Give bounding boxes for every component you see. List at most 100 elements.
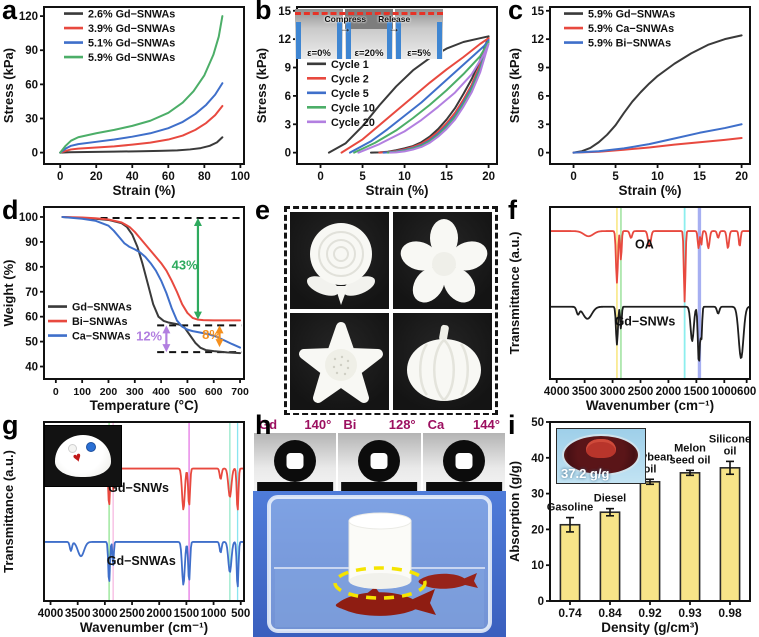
water-droplet — [274, 440, 317, 482]
highlight-band — [188, 422, 190, 601]
legend-label: 3.9% Gd−SNWAs — [88, 23, 175, 35]
x-tick-label: 20 — [90, 171, 103, 183]
blue-tape — [346, 22, 351, 59]
blue-tape — [387, 22, 392, 59]
droplet-reflection — [286, 453, 304, 469]
legend-label: Cycle 20 — [331, 117, 375, 129]
y-tick-label: 50 — [531, 417, 544, 429]
compress-label: Compress — [324, 14, 367, 24]
x-tick-label: 700 — [231, 386, 249, 398]
y-tick-label: 10 — [531, 560, 544, 572]
y-tick-label: 3 — [285, 119, 291, 131]
panel-label-i: i — [508, 410, 516, 440]
white-dot — [68, 444, 77, 453]
panel-label-g: g — [2, 410, 19, 440]
series-2.6% Gd−SNWAs — [59, 136, 224, 154]
legend-label: Cycle 2 — [331, 73, 369, 85]
y-tick-label: 0 — [285, 148, 291, 160]
series-5.9% Gd−SNWAs — [59, 15, 224, 154]
y-tick-label: 30 — [531, 489, 544, 501]
series-5.9% Gd−SNWAs — [572, 34, 743, 154]
highlight-band — [229, 422, 231, 601]
panel-i: Gasoline Diesel Soybean oil Melon seed oil Sil… — [506, 410, 759, 637]
x-axis-label: Wavenumber (cm⁻¹) — [586, 398, 714, 413]
highlight-band — [616, 207, 618, 379]
rose-shape — [306, 223, 376, 305]
strain-label-e0: ε=0% — [307, 48, 331, 59]
x-tick-label: 3500 — [572, 386, 598, 398]
bar-0.93 — [679, 472, 701, 602]
y-axis-label: Weight (%) — [1, 260, 16, 327]
x-tick-label: 500 — [231, 608, 250, 620]
oil-soaked-foam — [586, 439, 616, 458]
x-tick-label: 15 — [440, 171, 453, 183]
release-label: Release — [378, 14, 411, 24]
x-tick-label: 0 — [570, 171, 576, 183]
x-tick-label: 100 — [73, 386, 91, 398]
flower-shape — [400, 219, 488, 303]
y-axis-label: Transmittance (a.u.) — [1, 450, 16, 573]
legend-label: Cycle 5 — [331, 88, 369, 100]
x-tick-label: 10 — [398, 171, 411, 183]
x-tick-label: 0.74 — [558, 606, 582, 620]
contact-angle-strip: Gd 140° Bi 128° — [253, 415, 506, 491]
x-tick-label: 10 — [651, 171, 664, 183]
chart-d-tga: 43% 12% 8% 0 100 200 300 400 500 600 700 40 50 60 70 80… — [1, 206, 249, 413]
plot-frame — [549, 206, 751, 380]
highlight-band — [697, 207, 702, 379]
series-label: Gd−SNWAs — [107, 554, 176, 568]
x-tick-label: 3000 — [92, 608, 118, 620]
fish — [335, 587, 436, 616]
release-arrow-icon: → — [388, 21, 401, 35]
annotation-label: 8% — [202, 327, 221, 342]
sample-holder — [341, 482, 418, 491]
plot-frame — [43, 421, 245, 602]
bar-label: oil — [724, 445, 737, 457]
y-tick-label: 30 — [25, 113, 38, 125]
annotation-label: 43% — [172, 257, 198, 272]
droplet-reflection — [370, 453, 388, 469]
plot-frame — [296, 6, 498, 165]
y-tick-label: 60 — [25, 79, 38, 91]
y-tick-label: 0 — [538, 148, 544, 160]
legend-label: Gd−SNWAs — [72, 302, 132, 314]
plot-frame — [549, 6, 751, 165]
bar-label: Melon — [674, 442, 706, 454]
photo-pumpkin-foam — [393, 313, 492, 410]
panel-g: Gd−SNWs Gd−SNWAs 4000 3500 3000 2500 2000 1500 1… — [0, 410, 253, 637]
y-tick-label: 15 — [278, 6, 291, 18]
x-tick-label: 1000 — [712, 386, 738, 398]
droplet-photo — [338, 433, 421, 491]
series-label: OA — [635, 237, 654, 251]
x-tick-label: 1500 — [684, 386, 710, 398]
y-tick-label: 100 — [19, 212, 38, 224]
plot-frame — [43, 206, 245, 380]
bar-0.74 — [559, 523, 581, 602]
x-tick-label: 2000 — [656, 386, 682, 398]
contact-angle-ca: Ca 144° — [422, 415, 506, 491]
series-Bi−SNWAs — [61, 215, 242, 322]
chart-b-cyclic-stress-strain: 0 5 10 15 20 0 3 6 9 12 15 Strain (%) Stress (kPa) Cy… — [254, 6, 498, 198]
chart-c-stress-strain-elements: 0 5 10 15 20 0 3 6 9 12 15 Strain (%) Stress (kPa) 5.… — [507, 6, 751, 198]
panel-h: Gd 140° Bi 128° — [253, 412, 506, 637]
panel-e: e — [253, 197, 506, 416]
y-tick-label: 70 — [25, 287, 38, 299]
bar-label: seed oil — [670, 454, 711, 466]
bar-0.98 — [719, 467, 741, 602]
blue-tape — [396, 22, 401, 59]
y-tick-label: 9 — [538, 63, 544, 75]
photo-foam-e5: ε=5% — [395, 9, 443, 59]
y-tick-label: 50 — [25, 337, 38, 349]
panel-label-a: a — [2, 0, 18, 25]
compress-arrow-icon: → — [339, 21, 352, 35]
x-tick-label: 0 — [317, 171, 323, 183]
x-tick-label: 600 — [205, 386, 223, 398]
x-tick-label: 300 — [126, 386, 144, 398]
strain-label-e5: ε=5% — [407, 48, 431, 59]
series-Gd−SNWAs — [43, 541, 245, 588]
highlight-band — [620, 207, 622, 379]
bar-label: Gasoline — [547, 502, 593, 514]
panel-label-b: b — [255, 0, 272, 25]
panel-label-d: d — [2, 195, 19, 225]
